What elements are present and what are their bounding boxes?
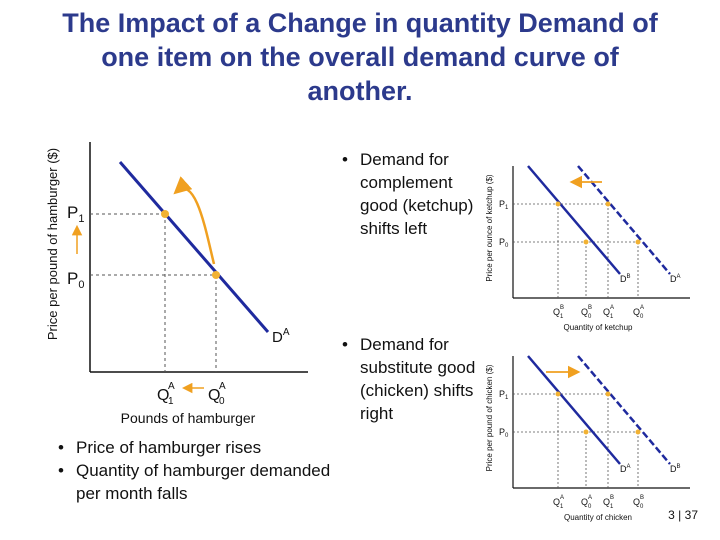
bullet-price-rises: Price of hamburger rises [52, 436, 342, 459]
point-p0 [212, 271, 220, 279]
chicken-point-4 [635, 429, 641, 435]
ketchup-q-label-2: QB 0 [581, 305, 592, 320]
ketchup-point-3 [605, 201, 611, 207]
ketchup-demand-a [577, 165, 671, 275]
ketchup-point-4 [635, 239, 641, 245]
chicken-y-axis-label: Price per pound of chicken ($) [485, 364, 494, 471]
p1-label: P1 [67, 203, 84, 225]
movement-arrow [173, 176, 216, 265]
chicken-q-label-4: QB 0 [633, 495, 644, 510]
bullet-substitute: Demand for substitute good (chicken) shi… [336, 333, 486, 425]
demand-curve-label: DA [272, 327, 290, 346]
bullet-complement: Demand for complement good (ketchup) shi… [336, 148, 486, 240]
chicken-q-label-2: QA 0 [581, 495, 592, 510]
ketchup-db-label: DB [620, 274, 631, 284]
chicken-q-label-1: QA 1 [553, 495, 564, 510]
complement-bullets: Demand for complement good (ketchup) shi… [336, 148, 486, 240]
chicken-da-label: DA [620, 464, 631, 474]
ketchup-q-label-1: QB 1 [553, 305, 564, 320]
ketchup-point-1 [555, 201, 561, 207]
demand-curve-a [118, 161, 270, 333]
y-axis-label: Price per pound of hamburger ($) [45, 148, 60, 340]
ketchup-p0-label: P0 [499, 237, 509, 249]
hamburger-bullets: Price of hamburger rises Quantity of ham… [52, 436, 342, 505]
ketchup-da-label: DA [670, 274, 681, 284]
chicken-demand-a [527, 355, 621, 465]
title-line-1: The Impact of a Change in quantity Deman… [62, 8, 658, 38]
ketchup-q-label-3: QA 1 [603, 305, 614, 320]
chicken-demand-diagram: Price per pound of chicken ($) P1 P0 DA … [485, 355, 690, 522]
ketchup-demand-diagram: Price per ounce of ketchup ($) P1 P0 DB … [485, 165, 690, 332]
ketchup-x-axis-label: Quantity of ketchup [564, 323, 633, 332]
bullet-quantity-falls: Quantity of hamburger demanded per month… [52, 459, 342, 505]
ketchup-demand-b [527, 165, 621, 275]
x-axis-label: Pounds of hamburger [121, 410, 256, 426]
title-line-2: one item on the overall demand curve of [101, 42, 619, 72]
q1-label: QA 1 [157, 381, 175, 407]
chicken-point-3 [605, 391, 611, 397]
ketchup-y-axis-label: Price per ounce of ketchup ($) [485, 174, 494, 282]
slide-title: The Impact of a Change in quantity Deman… [0, 6, 720, 108]
page-separator: | [678, 508, 682, 522]
chicken-p1-label: P1 [499, 389, 509, 401]
chicken-x-axis-label: Quantity of chicken [564, 513, 632, 522]
chicken-db-label: DB [670, 464, 681, 474]
page-current: 3 [668, 508, 675, 522]
p0-label: P0 [67, 269, 84, 291]
hamburger-demand-diagram: Price per pound of hamburger ($) P1 P0 D… [45, 142, 308, 426]
chicken-p0-label: P0 [499, 427, 509, 439]
ketchup-point-2 [583, 239, 589, 245]
q0-label: QA 0 [208, 381, 226, 407]
substitute-bullets: Demand for substitute good (chicken) shi… [336, 333, 486, 425]
chicken-point-2 [583, 429, 589, 435]
point-p1 [161, 210, 169, 218]
chicken-demand-b [577, 355, 671, 465]
page-total: 37 [684, 508, 698, 522]
title-line-3: another. [307, 76, 413, 106]
ketchup-q-label-4: QA 0 [633, 305, 644, 320]
chicken-point-1 [555, 391, 561, 397]
slide-page-number: 3 | 37 [668, 508, 698, 522]
chicken-q-label-3: QB 1 [603, 495, 614, 510]
ketchup-p1-label: P1 [499, 199, 509, 211]
